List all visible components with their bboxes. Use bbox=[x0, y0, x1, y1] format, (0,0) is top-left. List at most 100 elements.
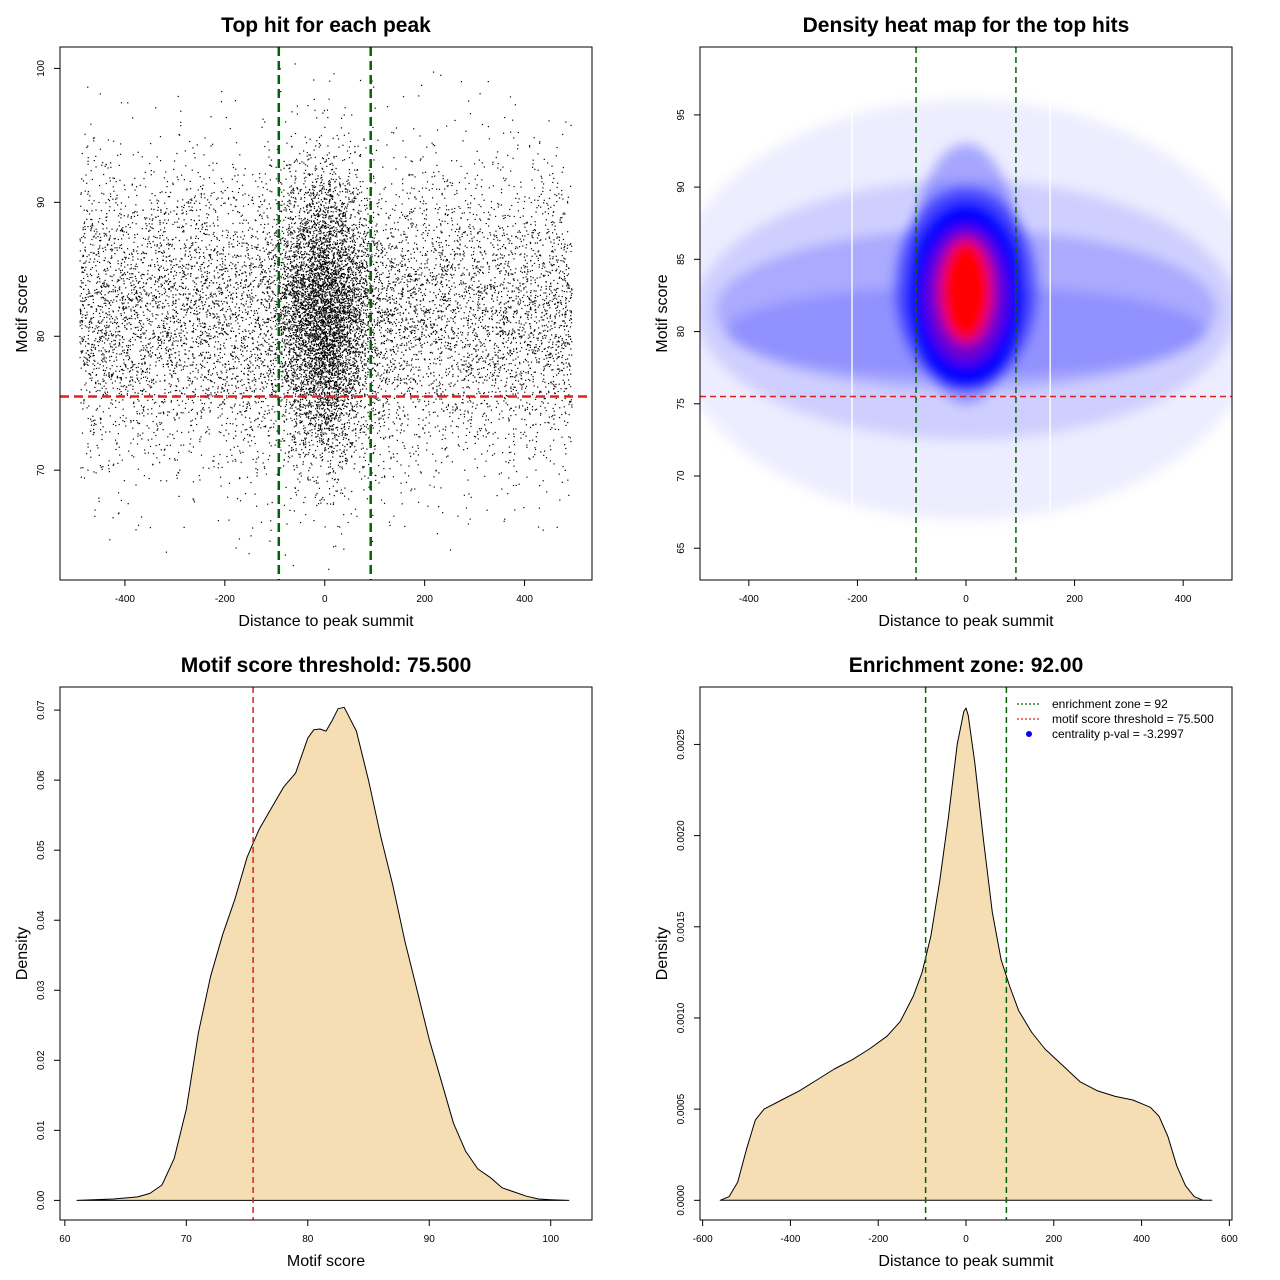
scatter-point bbox=[331, 261, 333, 263]
scatter-point bbox=[293, 438, 296, 440]
scatter-point bbox=[200, 354, 203, 357]
scatter-point bbox=[296, 365, 298, 368]
scatter-point bbox=[110, 378, 112, 380]
scatter-point bbox=[411, 488, 413, 490]
scatter-point bbox=[112, 423, 115, 426]
scatter-point bbox=[457, 380, 459, 382]
scatter-point bbox=[326, 345, 328, 347]
scatter-point bbox=[275, 166, 277, 168]
scatter-point bbox=[243, 367, 246, 369]
scatter-point bbox=[343, 383, 345, 385]
scatter-point bbox=[308, 367, 310, 369]
scatter-point bbox=[233, 367, 236, 369]
scatter-point bbox=[419, 321, 422, 323]
scatter-point bbox=[548, 301, 550, 304]
scatter-point bbox=[236, 236, 239, 238]
scatter-point bbox=[82, 320, 84, 322]
scatter-point bbox=[224, 353, 226, 355]
scatter-point bbox=[317, 374, 319, 376]
scatter-point bbox=[563, 279, 565, 281]
scatter-point bbox=[316, 192, 318, 194]
scatter-point bbox=[152, 330, 154, 332]
scatter-point bbox=[422, 203, 424, 205]
scatter-point bbox=[151, 438, 153, 440]
scatter-point bbox=[453, 258, 455, 260]
scatter-point bbox=[497, 437, 499, 439]
scatter-point bbox=[126, 307, 128, 309]
scatter-point bbox=[417, 369, 419, 371]
scatter-point bbox=[230, 261, 232, 264]
scatter-point bbox=[430, 323, 432, 325]
scatter-point bbox=[309, 311, 311, 314]
scatter-point bbox=[298, 348, 300, 350]
scatter-point bbox=[325, 241, 327, 243]
scatter-point bbox=[321, 341, 323, 343]
scatter-point bbox=[318, 367, 320, 370]
scatter-point bbox=[311, 200, 314, 202]
scatter-point bbox=[227, 333, 229, 336]
scatter-point bbox=[299, 433, 301, 435]
scatter-point bbox=[270, 520, 272, 522]
scatter-point bbox=[366, 266, 368, 268]
scatter-point bbox=[258, 307, 260, 310]
scatter-point bbox=[432, 299, 435, 302]
scatter-point bbox=[346, 306, 348, 308]
scatter-point bbox=[116, 296, 118, 298]
scatter-point bbox=[202, 184, 204, 186]
scatter-point bbox=[306, 295, 308, 297]
scatter-point bbox=[114, 420, 117, 423]
scatter-point bbox=[245, 219, 247, 221]
scatter-point bbox=[135, 223, 137, 225]
scatter-point bbox=[147, 399, 149, 401]
scatter-point bbox=[336, 242, 338, 244]
scatter-point bbox=[168, 326, 171, 329]
scatter-point bbox=[508, 446, 510, 448]
scatter-point bbox=[297, 400, 299, 402]
scatter-point bbox=[306, 209, 308, 211]
scatter-point bbox=[325, 216, 327, 219]
scatter-point bbox=[287, 351, 290, 353]
scatter-point bbox=[190, 307, 192, 309]
scatter-point bbox=[504, 398, 506, 400]
scatter-point bbox=[208, 207, 210, 209]
scatter-point bbox=[227, 213, 229, 215]
scatter-point bbox=[121, 368, 123, 371]
scatter-point bbox=[178, 266, 180, 268]
scatter-point bbox=[335, 282, 337, 284]
scatter-point bbox=[284, 284, 287, 287]
scatter-point bbox=[350, 346, 352, 349]
scatter-point bbox=[205, 432, 207, 434]
scatter-point bbox=[352, 300, 354, 302]
scatter-point bbox=[360, 478, 363, 480]
scatter-point bbox=[559, 217, 562, 219]
scatter-point bbox=[413, 329, 415, 332]
scatter-point bbox=[332, 334, 334, 336]
scatter-point bbox=[368, 254, 370, 256]
scatter-point bbox=[431, 352, 434, 354]
scatter-point bbox=[161, 422, 163, 424]
scatter-point bbox=[477, 349, 479, 351]
scatter-point bbox=[527, 372, 529, 374]
scatter-point bbox=[99, 417, 101, 419]
scatter-point bbox=[499, 349, 501, 352]
scatter-point bbox=[424, 432, 426, 434]
scatter-point bbox=[344, 394, 346, 396]
scatter-point bbox=[444, 269, 446, 271]
scatter-point bbox=[148, 372, 151, 374]
scatter-point bbox=[348, 291, 350, 293]
scatter-point bbox=[321, 440, 323, 442]
scatter-point bbox=[287, 217, 289, 219]
scatter-point bbox=[382, 229, 385, 232]
scatter-point bbox=[443, 299, 446, 301]
scatter-point bbox=[312, 231, 315, 233]
scatter-point bbox=[344, 311, 346, 313]
scatter-point bbox=[472, 226, 474, 228]
scatter-point bbox=[166, 318, 169, 320]
scatter-point bbox=[418, 290, 420, 292]
scatter-point bbox=[448, 264, 450, 266]
scatter-point bbox=[92, 316, 95, 319]
scatter-point bbox=[353, 307, 355, 309]
scatter-point bbox=[208, 297, 210, 299]
scatter-point bbox=[83, 307, 85, 309]
scatter-point bbox=[193, 309, 196, 312]
